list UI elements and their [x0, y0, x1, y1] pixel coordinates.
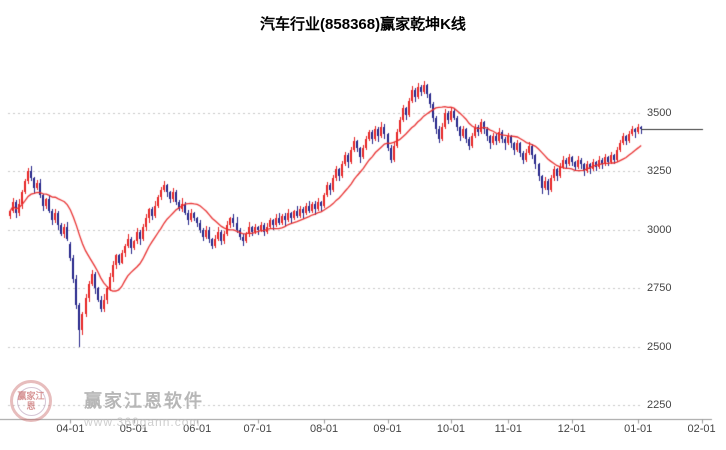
kline-chart-window: { "chart_data": { "type": "candlestick",…: [0, 0, 726, 450]
kline-chart-canvas[interactable]: [0, 0, 726, 450]
